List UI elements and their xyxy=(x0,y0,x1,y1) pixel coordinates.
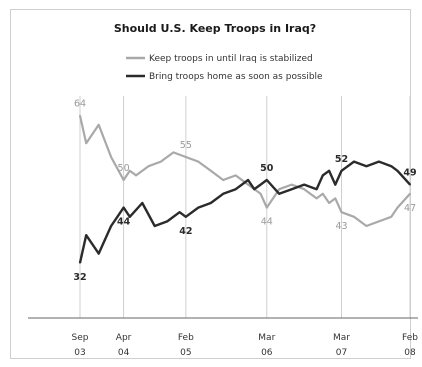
series-1-point-1 xyxy=(85,234,88,237)
series-1-point-15 xyxy=(234,188,237,191)
series-0-point-18 xyxy=(278,188,281,191)
series-1-point-5 xyxy=(122,206,125,209)
series-0-point-24 xyxy=(334,197,337,200)
series-0-point-14 xyxy=(234,174,237,177)
x-tick-year-5: 08 xyxy=(404,348,416,358)
series-1-point-26 xyxy=(334,183,337,186)
x-tick-year-0: 03 xyxy=(74,348,85,358)
series-0-point-19 xyxy=(290,183,293,186)
series-1-point-21 xyxy=(290,188,293,191)
series-0-point-15 xyxy=(247,183,250,186)
series-1-point-16 xyxy=(247,179,250,181)
series-0-point-29 xyxy=(390,215,393,218)
series-1-point-19 xyxy=(265,179,268,181)
series-1-point-30 xyxy=(377,160,380,163)
series-0-point-12 xyxy=(209,169,212,172)
series-1-point-28 xyxy=(353,160,355,163)
series-1-point-8 xyxy=(153,225,156,227)
data-label-0: 64 xyxy=(74,99,86,110)
series-0-point-5 xyxy=(128,169,131,172)
series-0-point-28 xyxy=(377,220,380,223)
x-tick-month-0: Sep xyxy=(72,333,89,343)
x-tick-month-1: Apr xyxy=(116,333,132,343)
data-label-10: 52 xyxy=(335,154,348,165)
series-0-point-8 xyxy=(160,160,162,163)
series-line-1 xyxy=(78,160,411,264)
chart-title: Should U.S. Keep Troops in Iraq? xyxy=(114,22,316,35)
data-label-4: 43 xyxy=(335,221,347,232)
x-tick-month-3: Mar xyxy=(258,333,275,343)
series-1-point-22 xyxy=(303,183,306,186)
series-1-point-25 xyxy=(328,169,330,172)
x-tick-month-2: Feb xyxy=(178,333,194,343)
data-label-8: 42 xyxy=(179,226,192,237)
series-0-point-31 xyxy=(409,192,411,195)
data-label-3: 44 xyxy=(261,217,273,228)
series-0-point-1 xyxy=(85,142,88,145)
series-1-point-31 xyxy=(390,165,393,168)
series-0-point-21 xyxy=(315,197,318,200)
series-1-point-33 xyxy=(409,183,411,186)
series-0-point-11 xyxy=(197,160,200,163)
series-0-point-0 xyxy=(79,114,81,117)
series-1-point-10 xyxy=(178,211,181,214)
series-1-point-32 xyxy=(396,169,399,172)
series-0-point-7 xyxy=(147,165,150,168)
series-1-point-9 xyxy=(166,220,169,223)
series-0-point-2 xyxy=(97,123,100,126)
series-1-point-4 xyxy=(116,215,119,218)
data-label-9: 50 xyxy=(260,163,274,174)
data-label-5: 47 xyxy=(404,203,416,214)
series-0-point-16 xyxy=(259,192,262,195)
series-1-point-20 xyxy=(278,192,281,195)
series-1-point-13 xyxy=(209,202,212,204)
series-0-point-17 xyxy=(265,206,268,209)
series-0-point-20 xyxy=(303,188,306,191)
data-label-2: 55 xyxy=(180,140,192,151)
series-1-point-3 xyxy=(110,225,113,227)
x-tick-month-5: Feb xyxy=(402,333,418,343)
series-1-point-17 xyxy=(253,188,256,191)
series-1-point-12 xyxy=(197,206,200,209)
chart-frame xyxy=(10,9,411,359)
series-1-point-6 xyxy=(128,215,131,218)
series-1-point-18 xyxy=(259,183,262,186)
series-0-point-4 xyxy=(122,179,125,181)
data-label-11: 49 xyxy=(403,168,416,179)
x-tick-year-1: 04 xyxy=(118,348,130,358)
chart-plot-area: Sep 03 Apr 04 Feb 05 Mar 06 Mar 07 Feb 08 64 50 55 44 43… xyxy=(28,96,418,358)
legend-label-bring: Bring troops home as soon as possible xyxy=(149,72,323,82)
series-0-point-13 xyxy=(222,179,225,181)
series-1-point-14 xyxy=(222,192,225,195)
series-0-point-25 xyxy=(340,211,343,214)
chart-legend: Keep troops in until Iraq is stabilized … xyxy=(126,54,323,82)
x-tick-year-2: 05 xyxy=(180,348,191,358)
series-0-point-30 xyxy=(396,206,399,209)
series-1-point-23 xyxy=(315,188,318,191)
series-1-point-7 xyxy=(141,202,144,204)
series-0-point-6 xyxy=(135,174,137,177)
series-0-point-27 xyxy=(365,225,368,227)
series-0-point-23 xyxy=(328,202,330,204)
x-tick-year-4: 07 xyxy=(336,348,347,358)
series-1-point-0 xyxy=(79,261,81,264)
x-tick-year-3: 06 xyxy=(261,348,273,358)
series-1-point-24 xyxy=(321,174,324,177)
series-0-point-3 xyxy=(110,156,113,158)
series-1-point-11 xyxy=(184,215,187,218)
x-tick-month-4: Mar xyxy=(333,333,350,343)
data-label-6: 32 xyxy=(73,272,86,283)
data-label-7: 44 xyxy=(117,217,131,228)
series-0-point-9 xyxy=(172,151,175,154)
series-0-point-26 xyxy=(353,215,355,218)
series-1-point-29 xyxy=(365,165,368,168)
series-0-point-10 xyxy=(184,156,187,158)
series-0-point-22 xyxy=(321,192,324,195)
legend-label-keep: Keep troops in until Iraq is stabilized xyxy=(149,54,313,64)
data-label-1: 50 xyxy=(118,163,130,174)
series-1-point-2 xyxy=(97,252,100,255)
series-1-point-27 xyxy=(340,169,343,172)
